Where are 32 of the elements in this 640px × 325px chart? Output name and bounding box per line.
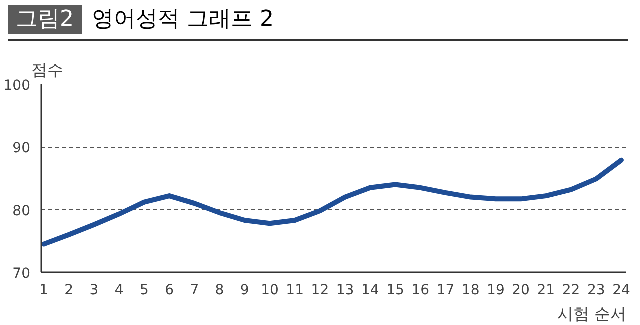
y-tick-label: 100	[4, 78, 31, 94]
x-tick-label: 24	[612, 282, 630, 298]
y-tick-label: 80	[12, 203, 31, 220]
x-tick-label: 17	[436, 282, 455, 298]
x-tick-label: 22	[562, 282, 580, 298]
x-tick-label: 16	[412, 282, 430, 298]
x-tick-label: 12	[311, 282, 330, 298]
caption: 그림2	[8, 5, 82, 34]
x-tick-label: 15	[386, 282, 404, 298]
x-tick-label: 6	[165, 282, 174, 298]
x-tick-label: 5	[140, 282, 149, 298]
x-tick-label: 20	[512, 282, 530, 298]
x-tick-label: 2	[64, 282, 74, 298]
y-axis-title: 점수	[32, 60, 64, 80]
x-tick-label: 3	[90, 282, 99, 298]
x-tick-label: 9	[240, 282, 250, 298]
x-tick-label: 13	[336, 282, 354, 298]
x-tick-label: 23	[587, 282, 606, 298]
y-tick-label: 70	[12, 266, 31, 282]
x-tick-label: 4	[114, 282, 124, 298]
y-tick-label: 90	[12, 140, 31, 157]
x-tick-label: 7	[190, 282, 200, 298]
x-tick-label: 21	[537, 282, 556, 298]
x-tick-label: 10	[261, 282, 279, 298]
x-tick-label: 8	[215, 282, 224, 298]
x-tick-label: 11	[286, 282, 304, 298]
chart-title: 영어성적 그래프 2	[92, 7, 274, 32]
x-tick-label: 14	[362, 282, 380, 298]
x-tick-label: 19	[487, 282, 505, 298]
x-axis-title: 시험 순서	[557, 304, 627, 324]
x-tick-label: 18	[462, 282, 480, 298]
x-tick-label: 1	[40, 282, 48, 298]
